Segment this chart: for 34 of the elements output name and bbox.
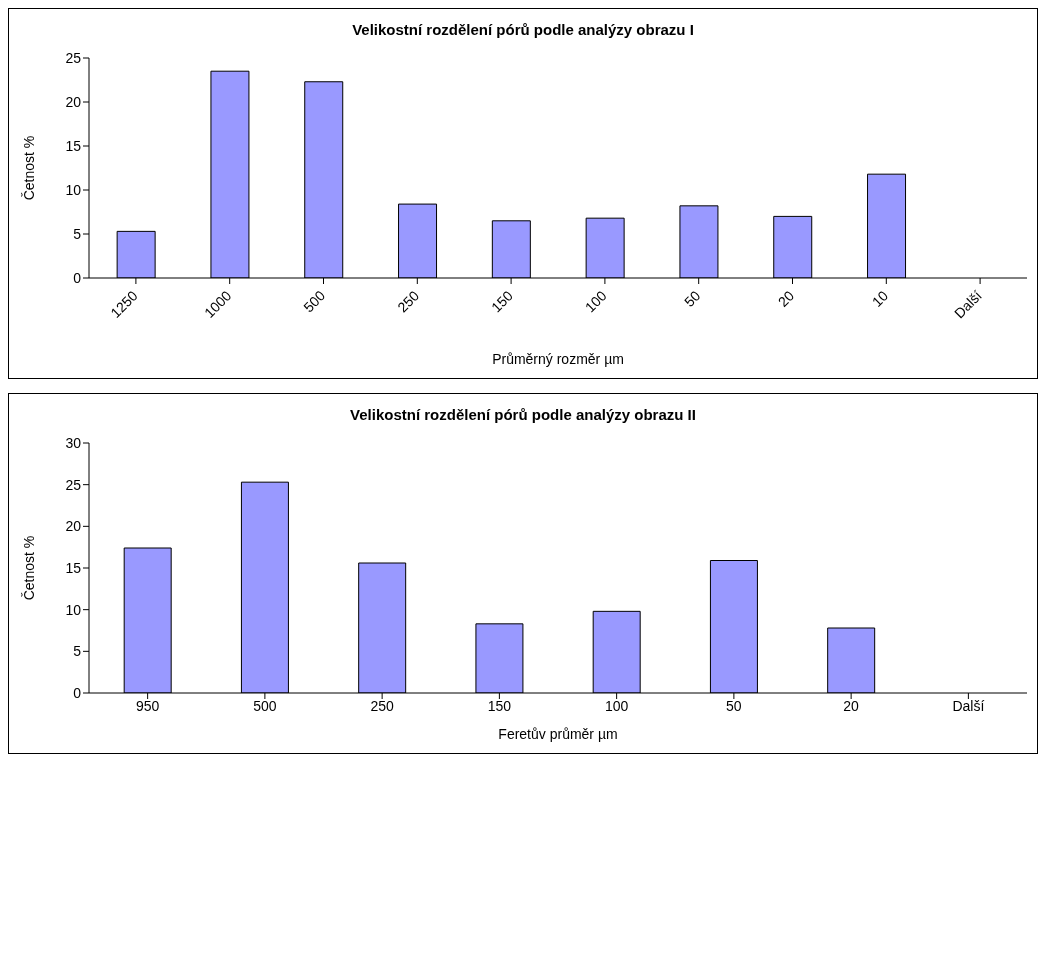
chart-title: Velikostní rozdělení pórů podle analýzy obrazu II: [349, 406, 697, 423]
y-tick-label: 0: [73, 269, 82, 286]
x-tick-label: 500: [300, 287, 329, 316]
y-tick-label: 10: [65, 181, 82, 198]
y-axis-title: Četnost %: [20, 135, 37, 201]
x-tick-label: 20: [774, 287, 798, 310]
x-tick-label: 100: [604, 697, 629, 714]
y-tick-label: 25: [65, 49, 82, 66]
y-tick-label: 10: [65, 601, 82, 618]
x-tick-label: 150: [488, 287, 516, 316]
x-tick-label: 50: [681, 287, 704, 310]
y-tick-label: 15: [65, 137, 82, 154]
y-tick-label: 20: [65, 93, 82, 110]
y-tick-label: 20: [65, 518, 82, 535]
x-tick-label: 250: [370, 697, 395, 714]
x-tick-label: 150: [487, 697, 512, 714]
y-axis-title: Četnost %: [20, 535, 37, 601]
x-tick-label: 20: [843, 697, 860, 714]
x-tick-label: 10: [868, 287, 892, 310]
y-tick-label: 5: [73, 225, 82, 242]
x-axis-title: Feretův průměr µm: [498, 726, 618, 742]
x-tick-label: 100: [581, 287, 610, 316]
x-tick-label: Další: [952, 697, 985, 714]
y-tick-label: 5: [73, 643, 82, 660]
x-axis-title: Průměrný rozměr µm: [492, 351, 624, 367]
y-tick-label: 25: [65, 476, 82, 493]
y-tick-label: 30: [65, 434, 82, 451]
x-tick-label: 250: [394, 287, 423, 316]
x-tick-label: 50: [726, 697, 742, 714]
x-tick-label: 950: [135, 697, 160, 714]
y-tick-label: 0: [73, 684, 82, 701]
y-tick-label: 15: [65, 559, 82, 576]
x-tick-label: 500: [253, 697, 277, 714]
chart-title: Velikostní rozdělení pórů podle analýzy obrazu I: [351, 21, 695, 38]
